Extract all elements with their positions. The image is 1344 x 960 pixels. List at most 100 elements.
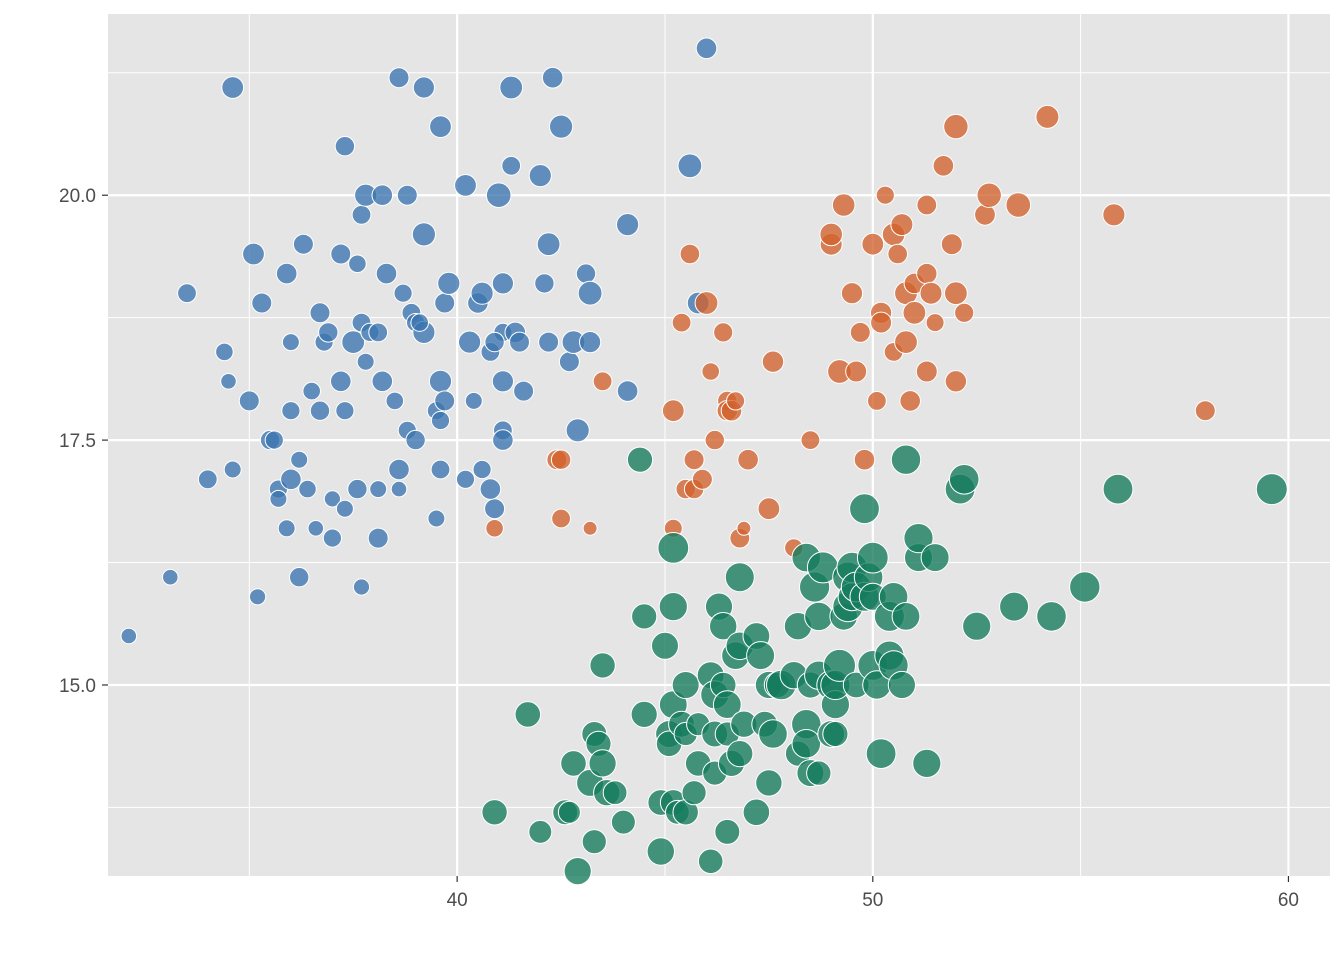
data-point [557, 800, 581, 824]
data-point [865, 738, 897, 769]
data-point [581, 829, 607, 855]
data-point [704, 429, 725, 451]
data-point [804, 601, 834, 632]
data-point [238, 390, 260, 412]
data-point [582, 520, 598, 536]
data-point [223, 460, 242, 479]
data-point [761, 350, 785, 373]
data-point [292, 233, 314, 255]
data-point [1255, 473, 1288, 506]
data-point [840, 282, 864, 305]
data-point [249, 588, 267, 606]
data-point [861, 232, 885, 256]
data-point [849, 493, 880, 525]
data-point [944, 281, 968, 306]
data-point [1035, 104, 1060, 129]
data-point [290, 450, 309, 469]
data-point [334, 136, 356, 157]
data-point [481, 799, 508, 826]
data-point [577, 280, 603, 306]
data-point [120, 627, 138, 645]
data-point [322, 528, 342, 548]
data-point [318, 322, 339, 343]
data-point [887, 243, 909, 265]
data-point [538, 331, 560, 353]
data-point [646, 837, 675, 866]
data-point [479, 478, 502, 500]
data-point [944, 370, 968, 393]
data-point [800, 430, 821, 451]
data-point [323, 490, 341, 508]
data-point [277, 519, 296, 538]
data-point [954, 302, 975, 323]
data-point [484, 498, 506, 520]
data-point [298, 479, 317, 499]
data-point [396, 184, 418, 206]
data-point [341, 330, 366, 355]
data-point [592, 371, 613, 392]
data-point [894, 330, 918, 355]
data-point [242, 242, 265, 266]
data-point [616, 213, 640, 237]
data-point [464, 391, 483, 410]
data-point [919, 281, 943, 305]
data-point [509, 331, 530, 353]
data-point [269, 489, 288, 508]
data-point [657, 532, 690, 564]
data-point [890, 213, 914, 237]
data-point [691, 468, 713, 490]
data-point [940, 233, 963, 256]
data-point [915, 360, 938, 383]
data-point [712, 690, 742, 719]
data-point [429, 115, 452, 138]
data-point [679, 243, 701, 265]
data-point [251, 292, 273, 314]
data-point [215, 342, 234, 362]
data-point [694, 291, 719, 315]
data-point [903, 523, 934, 554]
data-point [410, 313, 430, 332]
data-point [513, 380, 535, 402]
data-point [162, 568, 179, 586]
data-point [714, 818, 741, 845]
data-point [177, 283, 197, 304]
data-point [560, 750, 587, 777]
data-point [302, 381, 322, 401]
data-point [352, 578, 371, 596]
data-point [589, 652, 616, 679]
data-point [551, 508, 571, 529]
data-point [671, 312, 692, 333]
data-point [434, 292, 456, 314]
data-point [671, 671, 700, 699]
data-point [658, 592, 688, 622]
data-point [916, 262, 938, 285]
data-point [999, 591, 1030, 622]
x-tick-label: 60 [1278, 890, 1299, 911]
y-axis: 15.0 17.5 20.0 [59, 186, 108, 697]
data-point [330, 370, 352, 393]
data-point [626, 446, 654, 473]
data-point [875, 185, 895, 205]
data-point [307, 520, 325, 537]
data-point [887, 670, 917, 700]
data-point [454, 174, 477, 197]
data-point [541, 66, 564, 89]
data-point [309, 400, 331, 421]
data-point [281, 401, 301, 421]
data-point [411, 222, 436, 247]
data-point [1194, 400, 1216, 422]
data-point [791, 729, 822, 759]
data-point [746, 641, 776, 671]
data-point [388, 458, 410, 481]
data-point [458, 330, 482, 354]
data-point [845, 360, 868, 383]
data-point [347, 478, 368, 500]
data-point [221, 76, 245, 99]
data-point [1069, 571, 1101, 603]
data-point [484, 331, 505, 353]
data-point [412, 76, 435, 99]
data-point [281, 333, 300, 352]
data-point [335, 401, 355, 421]
data-point [912, 748, 942, 779]
data-point [434, 390, 456, 412]
